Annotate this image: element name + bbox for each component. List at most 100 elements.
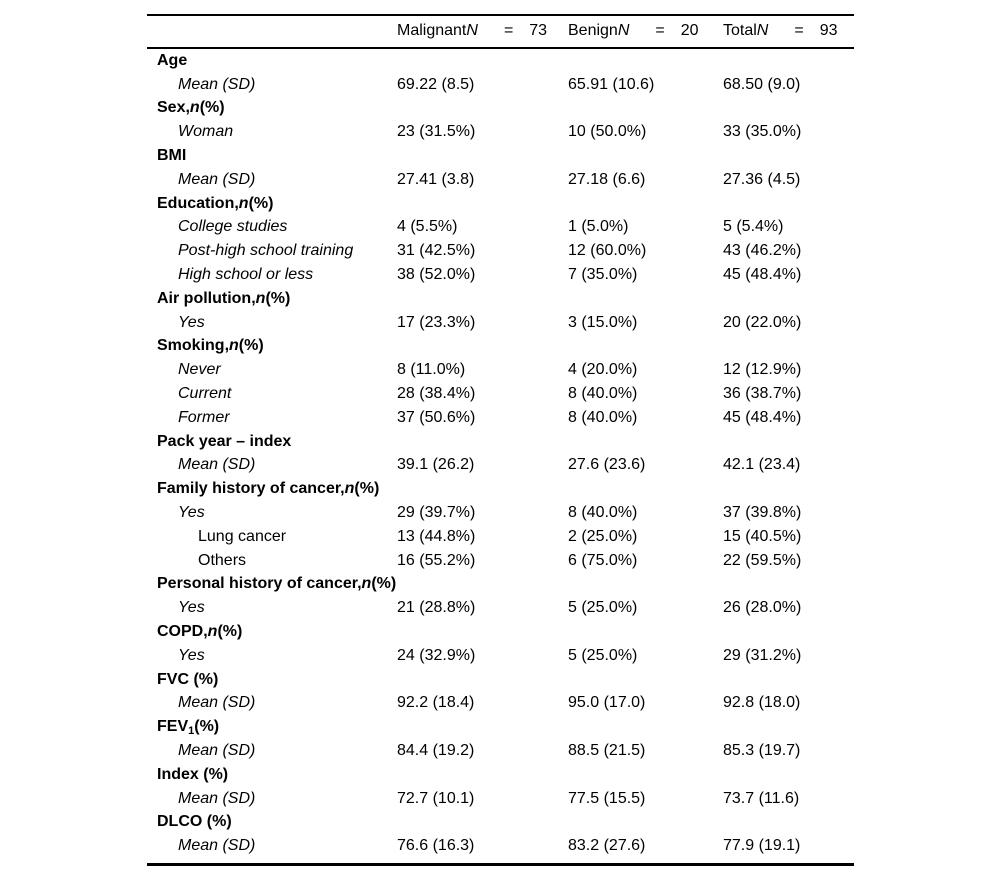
cell-malignant: 37 (50.6%) <box>397 408 476 426</box>
table-row: High school or less 38 (52.0%) 7 (35.0%) 45… <box>147 263 854 287</box>
cell-total: 43 (46.2%) <box>723 242 802 260</box>
row-label: Education,n(%) <box>157 194 274 212</box>
cell-malignant: 8 (11.0%) <box>397 361 466 379</box>
cell-malignant: 21 (28.8%) <box>397 599 476 617</box>
cell-benign: 77.5 (15.5) <box>568 789 646 807</box>
cell-total: 42.1 (23.4) <box>723 456 801 474</box>
table-row: College studies 4 (5.5%) 1 (5.0%) 5 (5.4%) <box>147 216 854 240</box>
table-row: Others 16 (55.2%) 6 (75.0%) 22 (59.5%) <box>147 549 854 573</box>
row-label: Mean (SD) <box>178 789 256 807</box>
cell-malignant: 28 (38.4%) <box>397 385 476 403</box>
row-label: Mean (SD) <box>178 170 256 188</box>
table-row: Current 28 (38.4%) 8 (40.0%) 36 (38.7%) <box>147 382 854 406</box>
cell-benign: 8 (40.0%) <box>568 385 638 403</box>
cell-total: 45 (48.4%) <box>723 266 802 284</box>
row-label: Current <box>178 385 232 403</box>
table-body: Age Mean (SD) 69.22 (8.5) 65.91 (10.6) 68.50… <box>147 49 854 863</box>
cell-malignant: 16 (55.2%) <box>397 551 476 569</box>
n-symbol: N <box>756 22 769 39</box>
row-label: Mean (SD) <box>178 456 256 474</box>
equals-sign: = <box>794 22 804 39</box>
row-label: College studies <box>178 218 288 236</box>
group-name: Benign <box>568 22 618 39</box>
row-label: FVC (%) <box>157 670 219 688</box>
row-label: Others <box>198 551 247 569</box>
cell-benign: 95.0 (17.0) <box>568 694 646 712</box>
cell-benign: 5 (25.0%) <box>568 599 638 617</box>
table-row: Education,n(%) <box>147 192 854 216</box>
table-row: Family history of cancer,n(%) <box>147 477 854 501</box>
cell-total: 45 (48.4%) <box>723 408 802 426</box>
table-row: COPD,n(%) <box>147 620 854 644</box>
cell-total: 36 (38.7%) <box>723 385 802 403</box>
n-symbol: N <box>466 22 478 39</box>
group-count: 73 <box>529 22 548 39</box>
cell-malignant: 4 (5.5%) <box>397 218 458 236</box>
cell-malignant: 38 (52.0%) <box>397 266 476 284</box>
cell-benign: 5 (25.0%) <box>568 646 638 664</box>
row-label: Woman <box>178 123 234 141</box>
row-label: DLCO (%) <box>157 813 232 831</box>
cell-total: 5 (5.4%) <box>723 218 784 236</box>
cell-malignant: 13 (44.8%) <box>397 527 476 545</box>
cell-benign: 12 (60.0%) <box>568 242 647 260</box>
table-row: FVC (%) <box>147 668 854 692</box>
cell-benign: 4 (20.0%) <box>568 361 638 379</box>
table-row: Pack year – index <box>147 430 854 454</box>
cell-benign: 83.2 (27.6) <box>568 837 646 855</box>
table-row: Index (%) <box>147 763 854 787</box>
table-row: Lung cancer 13 (44.8%) 2 (25.0%) 15 (40.5%) <box>147 525 854 549</box>
cell-benign: 88.5 (21.5) <box>568 742 646 759</box>
table-row: Former 37 (50.6%) 8 (40.0%) 45 (48.4%) <box>147 406 854 430</box>
cell-total: 92.8 (18.0) <box>723 694 801 712</box>
row-label: BMI <box>157 147 187 165</box>
row-label: Mean (SD) <box>178 694 256 712</box>
table-row: Mean (SD) 84.4 (19.2) 88.5 (21.5) 85.3 (19.… <box>147 739 854 763</box>
group-count: 20 <box>680 22 699 39</box>
cell-total: 22 (59.5%) <box>723 551 802 569</box>
table-row: Mean (SD) 72.7 (10.1) 77.5 (15.5) 73.7 (11.… <box>147 787 854 811</box>
table-row: Yes 17 (23.3%) 3 (15.0%) 20 (22.0%) <box>147 311 854 335</box>
row-label: Former <box>178 408 230 426</box>
row-label: Never <box>178 361 221 379</box>
table-row: Yes 24 (32.9%) 5 (25.0%) 29 (31.2%) <box>147 644 854 668</box>
table-row: Mean (SD) 39.1 (26.2) 27.6 (23.6) 42.1 (23.… <box>147 454 854 478</box>
cell-malignant: 84.4 (19.2) <box>397 742 475 759</box>
table-row: Mean (SD) 92.2 (18.4) 95.0 (17.0) 92.8 (18.… <box>147 692 854 716</box>
cell-benign: 7 (35.0%) <box>568 266 638 284</box>
table-row: Personal history of cancer,n(%) <box>147 573 854 597</box>
cell-malignant: 76.6 (16.3) <box>397 837 475 855</box>
cell-malignant: 27.41 (3.8) <box>397 170 475 188</box>
equals-sign: = <box>655 22 665 39</box>
group-count: 93 <box>819 22 838 39</box>
table-row: Yes 21 (28.8%) 5 (25.0%) 26 (28.0%) <box>147 596 854 620</box>
row-label: Mean (SD) <box>178 837 256 855</box>
cell-total: 26 (28.0%) <box>723 599 802 617</box>
cell-benign: 6 (75.0%) <box>568 551 638 569</box>
cell-total: 77.9 (19.1) <box>723 837 801 855</box>
column-header-benign: BenignN = 20 <box>568 22 723 40</box>
row-label: Mean (SD) <box>178 75 256 93</box>
cell-malignant: 23 (31.5%) <box>397 123 476 141</box>
row-label: Air pollution,n(%) <box>157 289 291 307</box>
row-label: Age <box>157 51 188 69</box>
cell-benign: 27.6 (23.6) <box>568 456 646 474</box>
row-label: Mean (SD) <box>178 742 256 759</box>
characteristics-table: MalignantN = 73 BenignN = 20 TotalN = 93 Age Me… <box>147 14 854 866</box>
cell-malignant: 29 (39.7%) <box>397 504 476 522</box>
table-header-row: MalignantN = 73 BenignN = 20 TotalN = 93 <box>147 16 854 47</box>
row-label: Yes <box>178 313 205 331</box>
table-row: Mean (SD) 69.22 (8.5) 65.91 (10.6) 68.50 (9… <box>147 73 854 97</box>
table-row: Age <box>147 49 854 73</box>
cell-total: 27.36 (4.5) <box>723 170 801 188</box>
row-label: Post-high school training <box>178 242 354 260</box>
cell-total: 29 (31.2%) <box>723 646 802 664</box>
table-row: Never 8 (11.0%) 4 (20.0%) 12 (12.9%) <box>147 358 854 382</box>
table-rule-header-bottom <box>147 46 854 49</box>
cell-total: 73.7 (11.6) <box>723 789 800 807</box>
row-label: FEV1(%) <box>157 718 220 738</box>
row-label: Yes <box>178 646 205 664</box>
table-rule-bottom <box>147 863 854 866</box>
cell-malignant: 69.22 (8.5) <box>397 75 475 93</box>
cell-benign: 10 (50.0%) <box>568 123 647 141</box>
